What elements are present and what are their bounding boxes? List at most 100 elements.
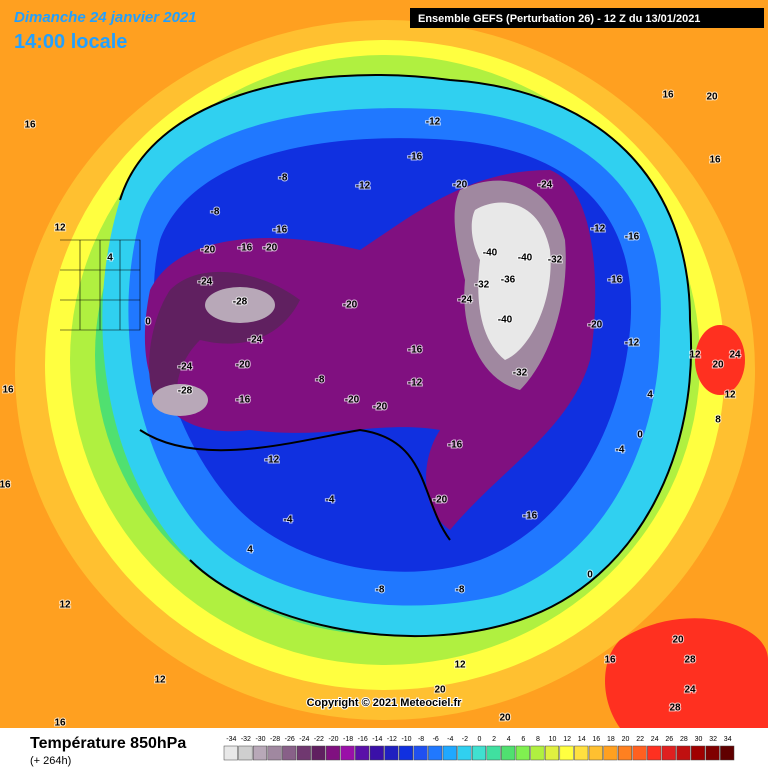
contour-label: -8 xyxy=(211,207,220,218)
colorbar-tick-label: -16 xyxy=(358,736,368,743)
contour-label: 28 xyxy=(684,655,696,666)
colorbar-swatch xyxy=(384,745,399,761)
contour-label: 0 xyxy=(587,570,593,581)
contour-label: -16 xyxy=(523,511,538,522)
contour-label: -12 xyxy=(426,117,441,128)
contour-label: -32 xyxy=(548,255,563,266)
colorbar-swatch xyxy=(603,745,618,761)
contour-label: -40 xyxy=(498,315,513,326)
colorbar-swatch xyxy=(369,745,384,761)
colorbar-tick-label: 28 xyxy=(680,736,688,743)
contour-label: -12 xyxy=(408,378,423,389)
contour-label: -20 xyxy=(201,245,216,256)
contour-label: -8 xyxy=(376,585,385,596)
contour-label: 20 xyxy=(499,713,511,724)
contour-label: -8 xyxy=(279,173,288,184)
contour-label: -20 xyxy=(588,320,603,331)
contour-label: -36 xyxy=(501,275,516,286)
colorbar-swatch xyxy=(355,745,370,761)
colorbar-swatch xyxy=(632,745,647,761)
contour-label: -4 xyxy=(616,445,625,456)
contour-label: -24 xyxy=(178,362,193,373)
colorbar-tick-label: 34 xyxy=(724,736,732,743)
footer-title: Température 850hPa xyxy=(30,735,186,752)
colorbar-swatch xyxy=(340,745,355,761)
colorbar-swatch xyxy=(705,745,720,761)
contour-label: 4 xyxy=(107,253,113,264)
colorbar-swatch xyxy=(457,745,472,761)
colorbar-tick-label: -34 xyxy=(226,736,236,743)
colorbar-tick-label: 8 xyxy=(536,736,540,743)
contour-label: -20 xyxy=(343,300,358,311)
colorbar-tick-label: 12 xyxy=(563,736,571,743)
contour-label: -12 xyxy=(591,224,606,235)
contour-label: 12 xyxy=(154,675,166,686)
contour-label: -16 xyxy=(625,232,640,243)
colorbar-tick-label: 4 xyxy=(507,736,511,743)
colorbar-swatch xyxy=(428,745,443,761)
colorbar-tick-label: -18 xyxy=(343,736,353,743)
contour-label: -16 xyxy=(448,440,463,451)
contour-label: 16 xyxy=(2,385,14,396)
colorbar-tick-label: 16 xyxy=(592,736,600,743)
contour-label: 12 xyxy=(54,223,66,234)
contour-label: 12 xyxy=(724,390,736,401)
colorbar-tick-label: -30 xyxy=(255,736,265,743)
contour-label: 4 xyxy=(247,545,253,556)
contour-label: 24 xyxy=(729,350,741,361)
colorbar-swatch xyxy=(398,745,414,761)
colorbar-tick-label: 18 xyxy=(607,736,615,743)
colorbar-swatch xyxy=(647,745,662,761)
contour-label: 12 xyxy=(59,600,71,611)
contour-label: -24 xyxy=(198,277,213,288)
contour-label: -16 xyxy=(273,225,288,236)
colorbar-swatch xyxy=(471,745,487,761)
colorbar-tick-label: 32 xyxy=(709,736,717,743)
colorbar-tick-label: -12 xyxy=(387,736,397,743)
contour-label: 24 xyxy=(684,685,696,696)
colorbar-tick-label: 6 xyxy=(521,736,525,743)
contour-label: -28 xyxy=(178,386,193,397)
contour-label: -32 xyxy=(475,280,490,291)
contour-label: 20 xyxy=(434,685,446,696)
colorbar-tick-label: 20 xyxy=(622,736,630,743)
colorbar-swatch xyxy=(413,745,428,761)
contour-label: -12 xyxy=(356,181,371,192)
contour-label: 16 xyxy=(662,90,674,101)
colorbar-swatch xyxy=(617,745,633,761)
contour-label: 0 xyxy=(637,430,643,441)
colorbar-tick-label: 26 xyxy=(665,736,673,743)
colorbar-tick-label: -2 xyxy=(462,736,468,743)
contour-label: 20 xyxy=(712,360,724,371)
time: 14:00 locale xyxy=(14,31,127,53)
colorbar-tick-label: 22 xyxy=(636,736,644,743)
contour-label: -16 xyxy=(608,275,623,286)
contour-label: 28 xyxy=(669,703,681,714)
contour-label: -20 xyxy=(345,395,360,406)
contour-label: -8 xyxy=(316,375,325,386)
colorbar-tick-label: -22 xyxy=(314,736,324,743)
colorbar-swatch xyxy=(252,745,268,761)
colorbar-swatch xyxy=(223,745,238,761)
colorbar-swatch xyxy=(442,745,457,761)
colorbar-tick-label: -28 xyxy=(270,736,280,743)
contour-label: -20 xyxy=(263,243,278,254)
contour-label: 16 xyxy=(604,655,616,666)
contour-label: 16 xyxy=(54,718,66,729)
contour-label: -16 xyxy=(236,395,251,406)
contour-label: 12 xyxy=(454,660,466,671)
colorbar-tick-label: 2 xyxy=(492,736,496,743)
contour-label: -8 xyxy=(456,585,465,596)
colorbar-swatch xyxy=(296,745,311,761)
contour-label: -20 xyxy=(433,495,448,506)
contour-label: -16 xyxy=(238,243,253,254)
contour-label: -12 xyxy=(265,455,280,466)
contour-label: -12 xyxy=(625,338,640,349)
colorbar-tick-label: 30 xyxy=(695,736,703,743)
contour-label: -24 xyxy=(538,180,553,191)
contour-label: 16 xyxy=(709,155,721,166)
colorbar-swatch xyxy=(311,745,326,761)
date: Dimanche 24 janvier 2021 xyxy=(14,9,197,26)
colorbar-tick-label: -32 xyxy=(241,736,251,743)
